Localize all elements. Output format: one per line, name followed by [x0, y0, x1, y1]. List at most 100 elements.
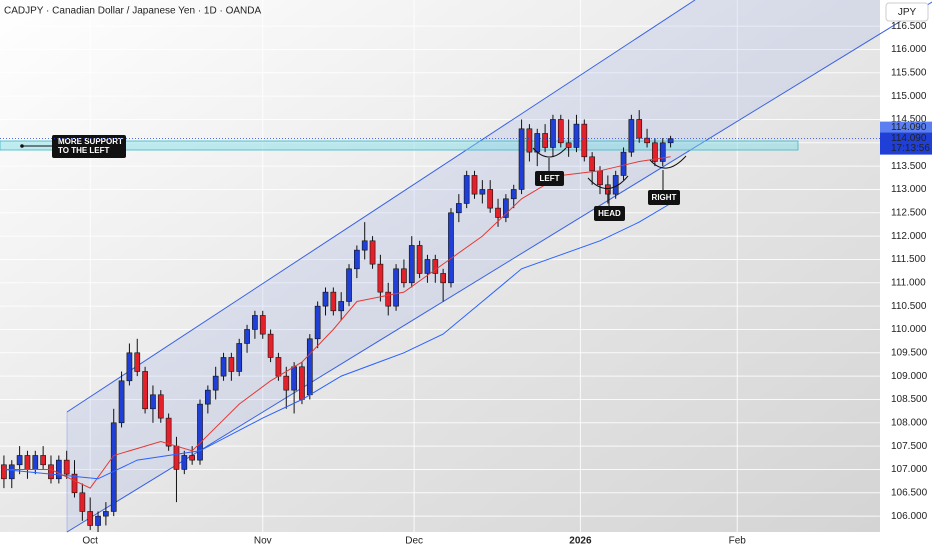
candle-body: [455, 203, 462, 214]
candle-body: [463, 175, 470, 204]
y-tick-label: 111.500: [891, 254, 926, 265]
candle-body: [142, 371, 148, 410]
candle-body: [534, 133, 541, 153]
candle-body: [95, 515, 101, 526]
channel: [66, 0, 932, 533]
candle-body: [503, 198, 509, 218]
candle-body: [495, 207, 501, 218]
candle-body: [212, 375, 219, 391]
channel-lower: [66, 1, 932, 533]
candle-body: [32, 455, 39, 470]
y-tick-label: 113.000: [891, 184, 927, 195]
left-shoulder-arc: [532, 147, 567, 158]
y-tick-label: 106.000: [891, 511, 928, 522]
currency: JPY: [898, 7, 917, 18]
price-tag-box: [880, 132, 932, 155]
candle-body: [471, 175, 478, 195]
candle-body: [299, 366, 305, 400]
candle-body: [620, 151, 627, 176]
candle-body: [157, 394, 164, 419]
candle-body: [597, 170, 603, 186]
candle-body: [667, 138, 674, 144]
candle-body: [354, 249, 360, 270]
y-tick-label: 109.500: [891, 347, 928, 358]
candle-body: [416, 245, 423, 274]
candle-body: [1, 464, 7, 480]
left-text: LEFT: [540, 174, 560, 183]
candle-body: [322, 291, 329, 307]
candle-body: [659, 142, 666, 162]
support-text: MORE SUPPORT: [58, 137, 123, 146]
marks: [1, 110, 674, 532]
axes: 106.000 106.500 107.000 107.500 108.000 108.5…: [0, 21, 932, 547]
time-axis-panel: [0, 532, 880, 550]
candle-body: [526, 128, 533, 153]
y-tick-label: 112.500: [891, 207, 927, 218]
price-axis-panel: [880, 0, 932, 550]
candle-body: [204, 389, 211, 405]
candle-body: [16, 455, 23, 466]
price-tag-box: [880, 121, 932, 134]
candle-body: [63, 459, 70, 475]
candle-body: [189, 455, 196, 461]
y-tick-label: 108.000: [891, 417, 928, 428]
candle-body: [134, 352, 141, 372]
candle-body: [197, 403, 203, 461]
countdown: 17:13:56: [891, 143, 930, 154]
y-tick-label: 112.000: [891, 231, 927, 242]
candle-body: [604, 184, 611, 195]
candle-body: [448, 212, 454, 284]
candle-body: [644, 137, 650, 144]
y-tick-label: 116.000: [891, 44, 927, 55]
candle-body: [377, 263, 384, 293]
candle-body: [424, 259, 431, 274]
candle-body: [330, 291, 337, 312]
candle-body: [71, 473, 78, 494]
candle-body: [79, 492, 86, 512]
right-shoulder-arc: [649, 155, 687, 169]
moving-average: [3, 203, 671, 480]
candle-body: [252, 315, 258, 330]
y-tick-label: 108.500: [891, 394, 928, 405]
candle-body: [589, 156, 596, 172]
support-text: TO THE LEFT: [58, 146, 110, 155]
candle-body: [369, 240, 376, 265]
candle-body: [385, 291, 392, 307]
candle-body: [40, 455, 46, 466]
y-tick-label: 106.500: [891, 487, 928, 498]
candle-body: [479, 189, 486, 195]
price-tag: 114.090: [891, 122, 927, 133]
chart-title: CADJPY · Canadian Dollar / Japanese Yen …: [4, 6, 261, 17]
y-tick-label: 110.500: [891, 301, 927, 312]
candle-body: [408, 245, 415, 284]
candle-body: [612, 175, 619, 195]
support-zone: [0, 140, 799, 151]
candle-body: [275, 357, 282, 377]
candle-body: [220, 357, 227, 377]
candle-body: [401, 268, 407, 284]
candle-body: [267, 333, 274, 358]
candle-body: [8, 464, 15, 480]
y-tick-label: 113.500: [891, 161, 927, 172]
candle-body: [440, 273, 446, 284]
candle-body: [291, 366, 297, 391]
candle-body: [283, 375, 290, 391]
candle-body: [573, 123, 580, 148]
candle-body: [565, 142, 572, 148]
y-tick-label: 107.500: [891, 441, 928, 452]
y-tick-label: 110.000: [891, 324, 927, 335]
candle-body: [173, 445, 180, 470]
candle-body: [165, 417, 172, 447]
price-tag: 114.090: [891, 133, 927, 144]
candle-body: [393, 268, 399, 307]
candle-body: [636, 119, 643, 139]
x-tick-label: Oct: [82, 536, 98, 547]
candle-body: [110, 422, 117, 512]
head-text: HEAD: [598, 209, 621, 218]
left-box: [535, 171, 564, 186]
candle-body: [518, 128, 525, 190]
candle-body: [181, 455, 188, 470]
candle-body: [346, 268, 352, 302]
candle-body: [259, 315, 266, 335]
